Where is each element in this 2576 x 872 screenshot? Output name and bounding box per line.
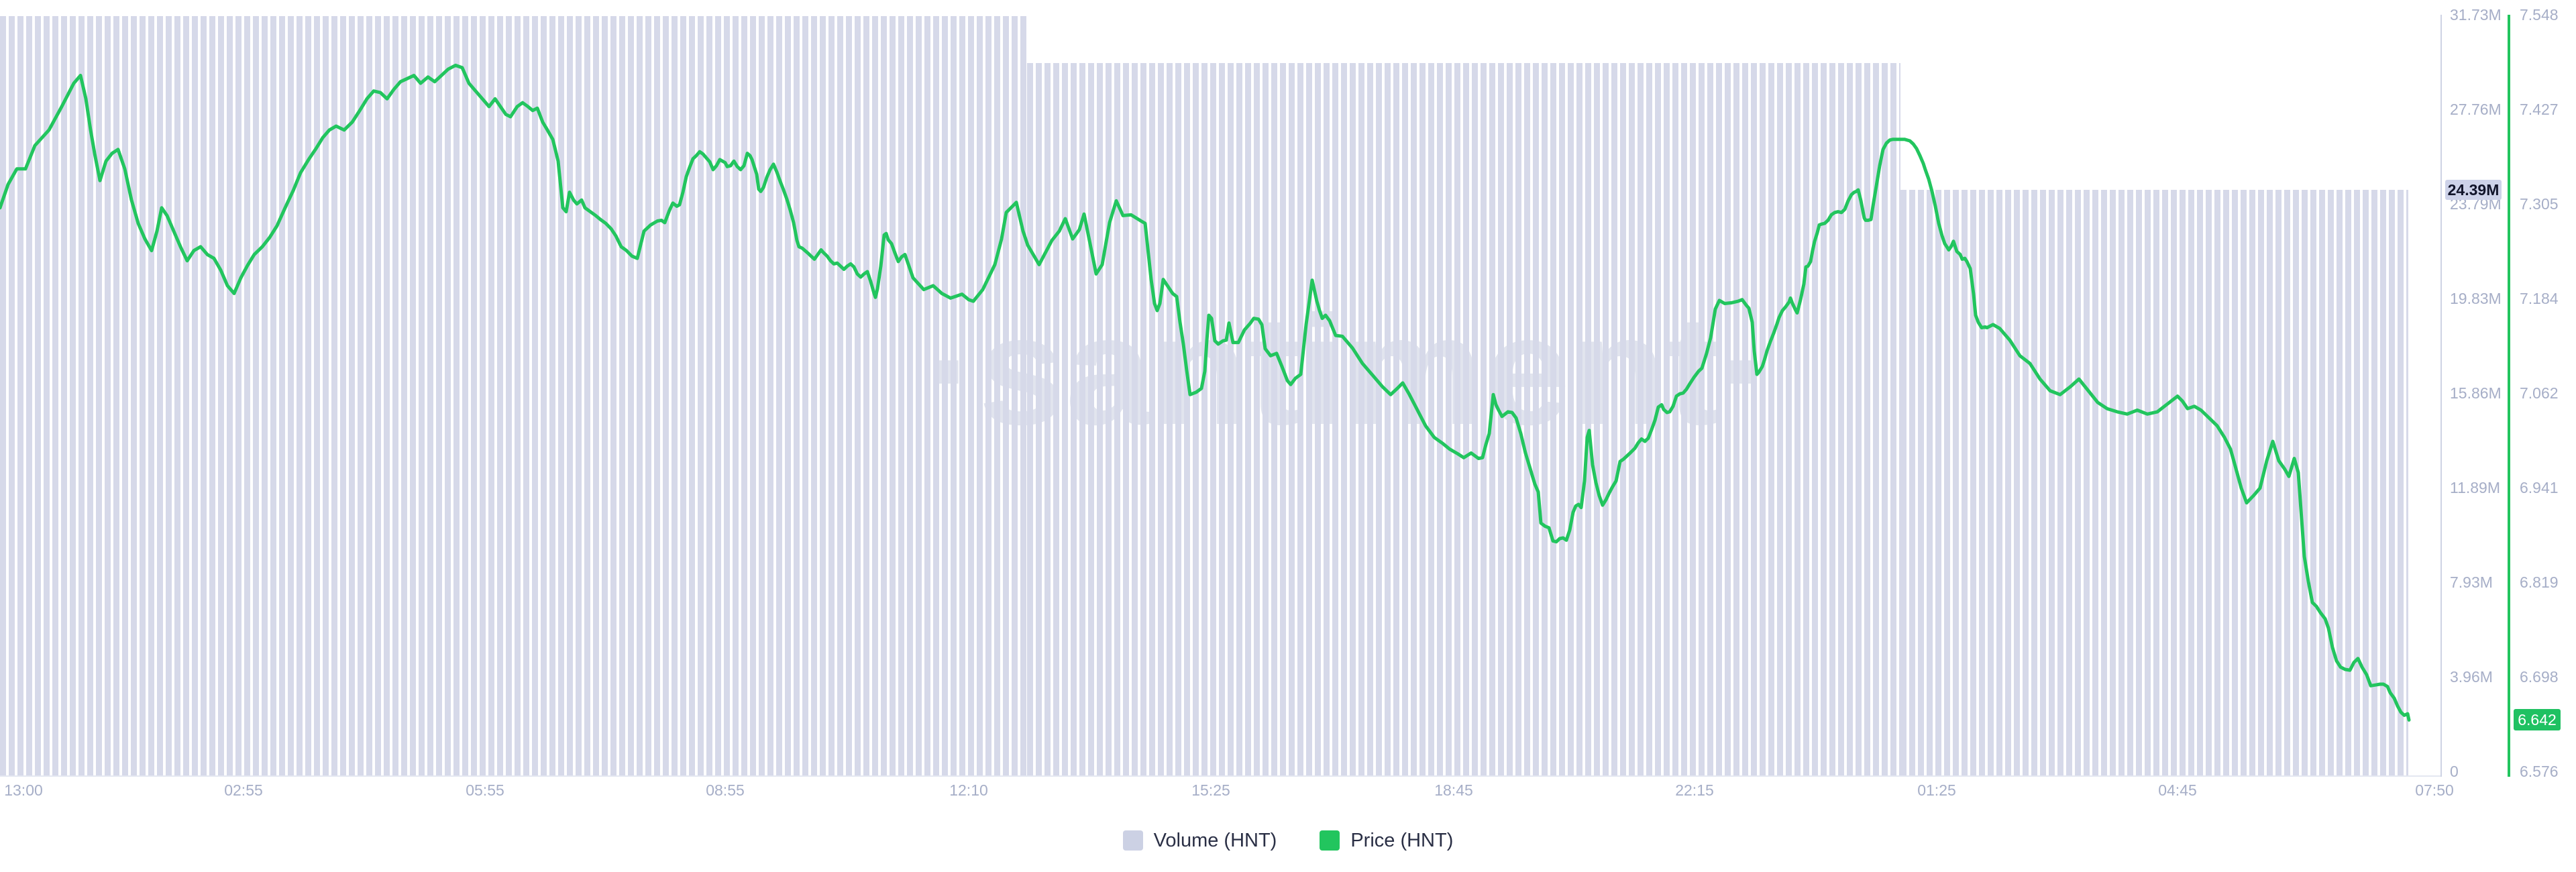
volume-bars-segment (1900, 190, 2408, 775)
legend-item-price[interactable]: Price (HNT) (1320, 830, 1453, 852)
time-tick-label: 01:25 (1917, 781, 1956, 799)
volume-tick-label: 0 (2450, 763, 2459, 780)
price-tick-label: 7.427 (2520, 101, 2559, 118)
time-tick-label: 08:55 (706, 781, 745, 799)
volume-swatch-icon (1122, 830, 1143, 851)
price-tick-label: 6.941 (2520, 479, 2559, 496)
time-tick-label: 12:10 (949, 781, 988, 799)
price-tick-label: 6.819 (2520, 574, 2559, 591)
time-tick-label: 05:55 (466, 781, 504, 799)
price-tick-label: 6.698 (2520, 668, 2559, 686)
volume-bars-segment (1027, 63, 1900, 775)
legend-item-volume[interactable]: Volume (HNT) (1122, 829, 1277, 852)
price-tick-label: 7.305 (2520, 195, 2559, 213)
time-tick-label: 13:00 (4, 781, 43, 799)
volume-tick-label: 3.96M (2450, 668, 2493, 686)
volume-axis-spine (2440, 15, 2442, 777)
volume-bars-segment (0, 16, 1027, 775)
volume-tick-label: 7.93M (2450, 574, 2493, 591)
price-tick-label: 6.576 (2520, 763, 2559, 780)
x-axis-line (0, 775, 2442, 777)
volume-tick-label: 11.89M (2450, 479, 2501, 496)
price-current-badge: 6.642 (2514, 709, 2561, 730)
volume-tick-label: 27.76M (2450, 101, 2502, 118)
volume-tick-label: 31.73M (2450, 6, 2502, 23)
price-axis-spine (2508, 15, 2510, 777)
price-tick-label: 7.062 (2520, 384, 2559, 402)
legend-item-label: Volume (HNT) (1153, 829, 1277, 851)
time-tick-label: 07:50 (2415, 781, 2454, 799)
plot-area[interactable]: ·santiment· (0, 0, 2442, 778)
volume-tick-label: 15.86M (2450, 384, 2502, 402)
legend: Volume (HNT) Price (HNT) (0, 826, 2576, 855)
price-tick-label: 7.184 (2520, 290, 2559, 307)
time-tick-label: 18:45 (1434, 781, 1473, 799)
time-tick-label: 02:55 (224, 781, 263, 799)
price-tick-label: 7.548 (2520, 6, 2559, 23)
time-tick-label: 04:45 (2158, 781, 2197, 799)
time-tick-label: 22:15 (1675, 781, 1714, 799)
time-tick-label: 15:25 (1191, 781, 1230, 799)
volume-current-badge: 24.39M (2445, 180, 2502, 200)
volume-tick-label: 19.83M (2450, 290, 2502, 307)
price-swatch-icon (1320, 830, 1340, 851)
legend-item-label: Price (HNT) (1350, 829, 1454, 851)
